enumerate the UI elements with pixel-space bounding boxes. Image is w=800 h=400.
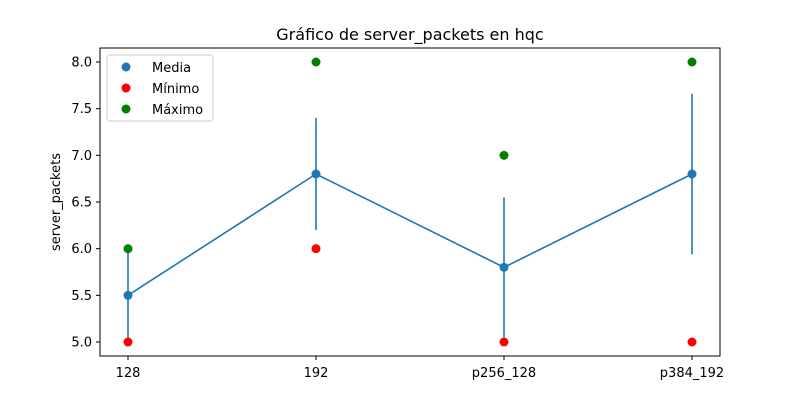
legend-label-maximo: Máximo bbox=[152, 103, 203, 118]
min-point bbox=[123, 337, 133, 347]
y-tick-label: 6.0 bbox=[71, 242, 92, 257]
min-point bbox=[687, 337, 697, 347]
mean-point bbox=[687, 169, 697, 179]
ticks-layer: 5.0 5.5 6.0 6.5 7.0 7.5 8.0 128 192 p256_128 p384_… bbox=[71, 56, 724, 382]
legend-marker-minimo bbox=[121, 83, 131, 93]
max-point bbox=[687, 57, 697, 67]
axes-frame bbox=[99, 47, 721, 357]
y-tick-label: 7.0 bbox=[71, 149, 92, 164]
min-point bbox=[499, 337, 509, 347]
y-tick-label: 8.0 bbox=[71, 56, 92, 71]
legend-box bbox=[106, 54, 214, 122]
mean-point bbox=[499, 262, 509, 272]
mean-point bbox=[123, 290, 133, 300]
max-point bbox=[311, 57, 321, 67]
min-point bbox=[311, 244, 321, 254]
legend: Media Mínimo Máximo bbox=[106, 54, 214, 122]
legend-marker-maximo bbox=[121, 104, 131, 114]
legend-label-minimo: Mínimo bbox=[152, 82, 199, 97]
y-tick-label: 5.0 bbox=[71, 336, 92, 351]
y-tick-label: 6.5 bbox=[71, 196, 92, 211]
x-tick-label: 128 bbox=[116, 366, 141, 381]
y-axis-label: server_packets bbox=[49, 153, 64, 251]
chart-title: Gráfico de server_packets en hqc bbox=[276, 25, 543, 45]
max-point bbox=[499, 150, 509, 160]
y-tick-label: 7.5 bbox=[71, 102, 92, 117]
x-tick-label: p384_192 bbox=[660, 366, 724, 381]
mean-point bbox=[311, 169, 321, 179]
series-layer bbox=[123, 57, 697, 347]
mean-line bbox=[127, 173, 693, 297]
legend-marker-media bbox=[121, 62, 131, 72]
legend-label-media: Media bbox=[152, 61, 191, 76]
max-point bbox=[123, 244, 133, 254]
y-tick-label: 5.5 bbox=[71, 289, 92, 304]
x-tick-label: 192 bbox=[304, 366, 329, 381]
x-tick-label: p256_128 bbox=[472, 366, 536, 381]
